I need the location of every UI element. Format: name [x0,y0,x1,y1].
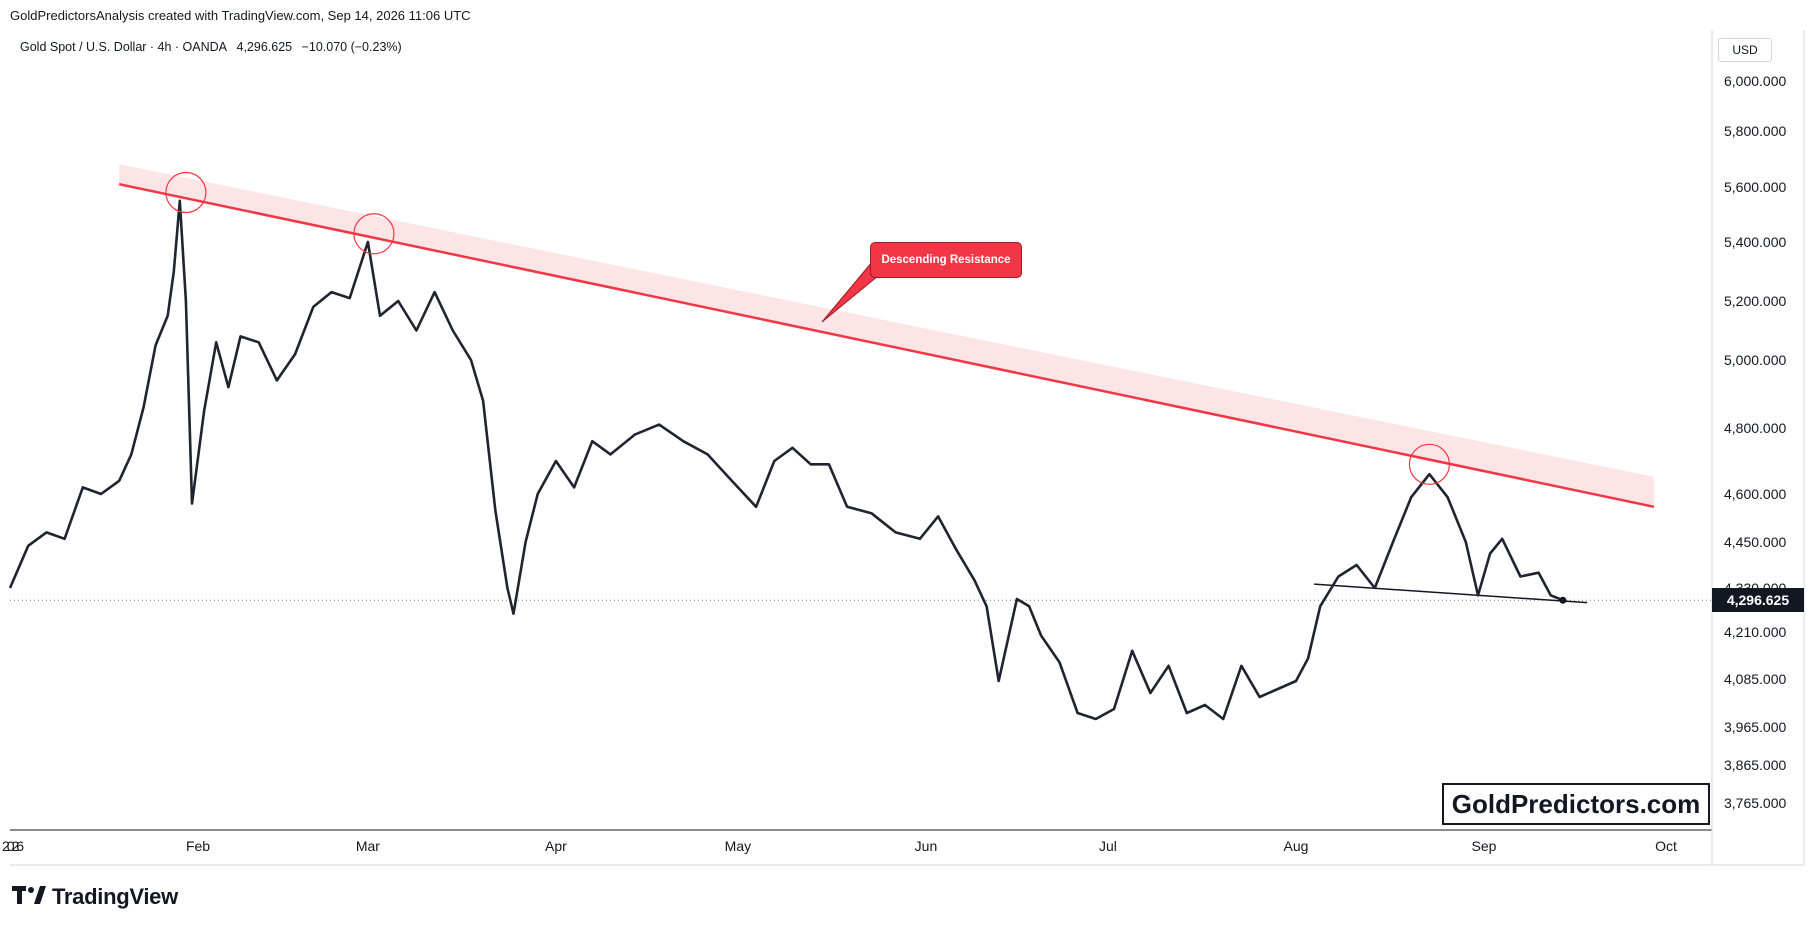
y-tick-label: 3,865.000 [1724,757,1786,773]
last-price: 4,296.625 [236,40,293,54]
price-change: −10.070 (−0.23%) [301,40,402,54]
y-tick-label: 5,400.000 [1724,234,1786,250]
x-tick-label: Aug [1284,838,1309,854]
touch-circle-1 [165,171,207,214]
y-tick-label: 5,600.000 [1724,179,1786,195]
y-tick-label: 4,085.000 [1724,671,1786,687]
y-tick-label: 6,000.000 [1724,73,1786,89]
y-tick-label: 4,210.000 [1724,624,1786,640]
y-tick-label: 5,000.000 [1724,352,1786,368]
touch-circle-3 [1408,443,1451,485]
x-tick-label: Sep [1472,838,1497,854]
x-tick-label: 2026 [2,838,24,854]
support-line [1314,583,1588,604]
tradingview-logo-icon [12,884,46,910]
last-price-dot [1559,596,1567,604]
x-tick-label: Feb [186,838,210,854]
currency-button[interactable]: USD [1718,38,1772,62]
y-tick-label: 3,965.000 [1724,719,1786,735]
touch-circle-2 [353,213,395,255]
time-axis[interactable]: 2026 Feb Mar Apr May Jun Jul Aug Sep Oct [2,838,1677,854]
y-tick-label: 5,200.000 [1724,293,1786,309]
y-tick-label: 4,800.000 [1724,420,1786,436]
symbol-legend[interactable]: Gold Spot / U.S. Dollar · 4h · OANDA 4,2… [20,40,408,54]
tradingview-footer[interactable]: TradingView [12,884,178,910]
x-tick-label: May [725,838,751,854]
chart-header: GoldPredictorsAnalysis created with Trad… [10,8,471,23]
x-tick-label: Jun [915,838,938,854]
y-tick-label: 5,800.000 [1724,123,1786,139]
descending-resistance-label[interactable]: Descending Resistance [870,242,1022,278]
x-tick-label: Oct [1655,838,1677,854]
resistance-band [119,164,1654,507]
symbol-name[interactable]: Gold Spot / U.S. Dollar · 4h · OANDA [20,40,228,54]
tradingview-brand: TradingView [52,884,178,909]
price-series-line [8,199,1564,721]
resistance-line [118,182,1655,509]
price-axis[interactable]: 6,000.000 5,800.000 5,600.000 5,400.000 5,20… [1724,73,1786,811]
y-tick-label: 4,600.000 [1724,486,1786,502]
current-price-tag: 4,296.625 [1712,588,1804,613]
x-tick-label: Mar [356,838,380,854]
goldpredictors-watermark: GoldPredictors.com [1442,783,1710,825]
y-tick-label: 3,765.000 [1724,795,1786,811]
x-tick-label: Jul [1099,838,1117,854]
x-tick-label: Apr [545,838,567,854]
y-tick-label: 4,450.000 [1724,534,1786,550]
